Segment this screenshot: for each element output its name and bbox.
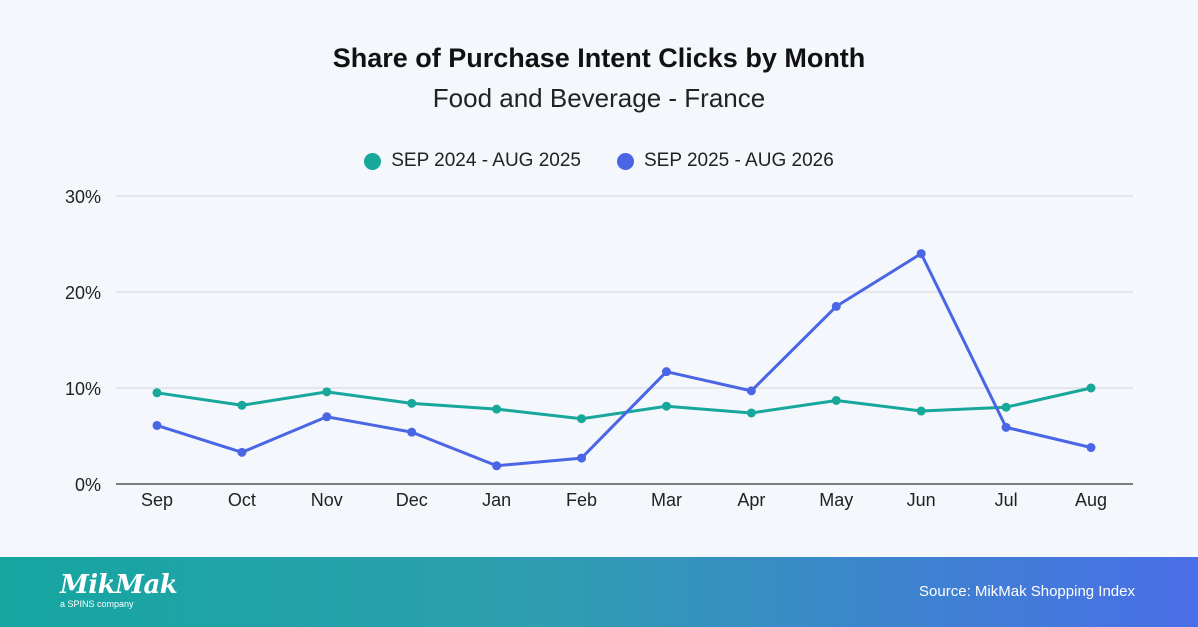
x-tick-label: Nov: [311, 490, 343, 510]
x-tick-label: Aug: [1075, 490, 1107, 510]
x-tick-label: Jun: [907, 490, 936, 510]
source-note: Source: MikMak Shopping Index: [919, 583, 1135, 600]
mikmak-logo: MikMak a SPINS company: [60, 570, 178, 610]
chart-subtitle: Food and Beverage - France: [432, 83, 766, 113]
series-line-1: [155, 386, 1093, 421]
chart-title: Share of Purchase Intent Clicks by Month: [332, 43, 866, 73]
x-tick-label: Apr: [737, 490, 765, 510]
data-point-series-1: [1001, 402, 1011, 412]
data-point-series-2: [237, 447, 247, 457]
footer-banner: MikMak a SPINS company Source: MikMak Sh…: [0, 557, 1198, 627]
data-point-series-1: [661, 401, 671, 411]
data-point-series-1: [152, 388, 162, 398]
data-point-series-2: [746, 386, 756, 396]
data-point-series-2: [661, 367, 671, 377]
y-tick-label: 30%: [65, 187, 101, 207]
y-tick-label: 20%: [65, 283, 101, 303]
x-tick-label: May: [819, 490, 853, 510]
x-tick-label: Dec: [396, 490, 428, 510]
data-point-series-2: [916, 249, 926, 259]
data-point-series-2: [1086, 443, 1096, 453]
legend-marker-series-2: [617, 152, 634, 170]
legend-label-series-1: SEP 2024 - AUG 2025: [391, 150, 581, 171]
logo-wordmark: MikMak: [60, 570, 178, 600]
data-point-series-2: [1001, 422, 1011, 432]
data-point-series-2: [322, 412, 332, 422]
data-point-series-2: [407, 427, 417, 437]
x-tick-label: Sep: [141, 490, 173, 510]
data-point-series-2: [577, 453, 587, 463]
legend-label-series-2: SEP 2025 - AUG 2026: [644, 150, 834, 171]
legend-item-series-1: SEP 2024 - AUG 2025: [364, 150, 581, 172]
data-point-series-1: [577, 414, 587, 424]
data-point-series-2: [492, 461, 502, 471]
data-point-series-1: [1086, 383, 1096, 393]
data-point-series-1: [322, 387, 332, 397]
data-point-series-2: [831, 301, 841, 311]
line-chart: 0% 10% 20% 30% Sep Oct Nov Dec Jan Feb Mar Apr May Ju…: [65, 187, 1133, 510]
series-line-2: [155, 252, 1093, 468]
y-tick-label: 10%: [65, 379, 101, 399]
x-tick-label: Jul: [995, 490, 1018, 510]
legend-marker-series-1: [364, 152, 382, 170]
data-point-series-1: [492, 404, 502, 414]
y-tick-label: 0%: [75, 475, 101, 495]
x-tick-label: Feb: [566, 490, 597, 510]
x-tick-label: Oct: [228, 490, 256, 510]
data-point-series-1: [407, 398, 417, 408]
data-point-series-1: [831, 395, 841, 405]
data-point-series-2: [152, 420, 162, 430]
legend-item-series-2: SEP 2025 - AUG 2026: [617, 150, 834, 172]
logo-tagline: a SPINS company: [60, 599, 134, 609]
data-point-series-1: [916, 406, 926, 416]
data-point-series-1: [237, 400, 247, 410]
data-point-series-1: [746, 408, 756, 418]
x-tick-label: Mar: [651, 490, 682, 510]
chart-legend: SEP 2024 - AUG 2025 SEP 2025 - AUG 2026: [0, 150, 1198, 172]
x-tick-label: Jan: [482, 490, 511, 510]
